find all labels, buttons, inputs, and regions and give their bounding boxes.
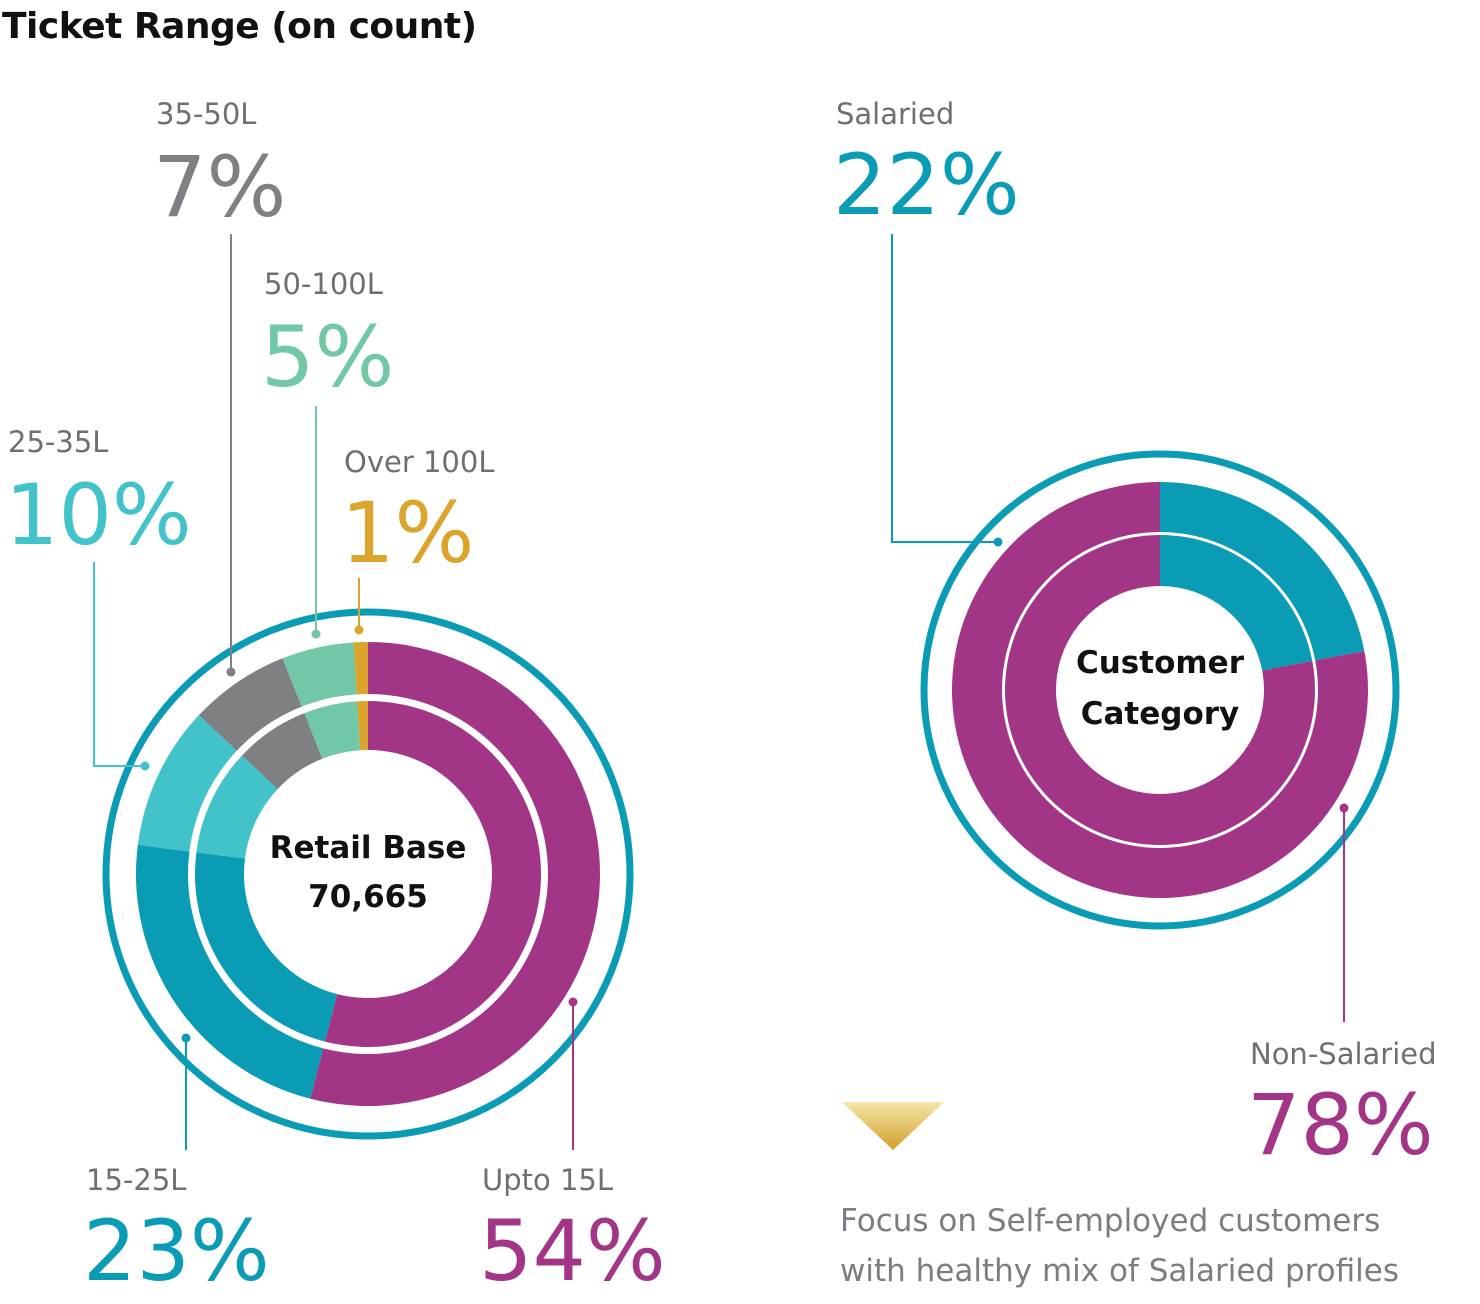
slice-inner-salaried — [1160, 535, 1313, 671]
category-label-25-35l: 25-35L — [8, 425, 108, 459]
slice-inner-15-25l — [195, 852, 338, 1042]
category-label-salaried: Salaried — [836, 97, 954, 131]
slice-over-100l — [353, 642, 368, 695]
slice-inner-non-salaried — [1005, 535, 1316, 845]
center-label-line-1: Customer — [1076, 645, 1245, 681]
retail-base-donut: Retail Base 70,665 Upto 15L 54% 15-25L 23% 25-… — [5, 97, 666, 1300]
slice-inner-35-50l — [241, 713, 323, 790]
outer-ring — [102, 608, 634, 1140]
slice-25-35l — [137, 715, 237, 852]
leader-line-salaried — [891, 234, 998, 543]
leader-dot-over-100l — [354, 625, 364, 635]
chart-title: Ticket Range (on count) — [2, 6, 477, 47]
value-label-15-25l: 23% — [83, 1202, 270, 1300]
outer-ring — [920, 450, 1400, 930]
down-triangle-icon — [842, 1102, 944, 1150]
slice-salaried — [1160, 482, 1365, 661]
slice-35-50l — [198, 658, 302, 751]
center-label-line-1: Retail Base — [270, 830, 467, 866]
slice-inner-50-100l — [304, 701, 361, 759]
category-label-35-50l: 35-50L — [156, 97, 256, 131]
leader-dot-non-salaried — [1339, 803, 1349, 813]
leader-dot-15-25l — [181, 1033, 191, 1043]
value-label-non-salaried: 78% — [1247, 1076, 1434, 1174]
footnote-line-2: with healthy mix of Salaried profiles — [840, 1253, 1400, 1289]
category-label-50-100l: 50-100L — [264, 267, 383, 301]
category-label-over-100l: Over 100L — [344, 445, 494, 479]
center-label-line-2: 70,665 — [308, 879, 428, 915]
value-label-25-35l: 10% — [5, 466, 192, 564]
footnote-line-1: Focus on Self-employed customers — [840, 1203, 1381, 1239]
customer-category-donut: Customer Category Salaried 22% Non-Salaried 7… — [833, 97, 1437, 1174]
slice-inner-25-35l — [196, 755, 278, 859]
leader-dot-50-100l — [311, 629, 321, 639]
footnote: Focus on Self-employed customers with he… — [840, 1196, 1460, 1296]
value-label-50-100l: 5% — [261, 308, 394, 406]
leader-dot-upto-15l — [568, 997, 578, 1007]
category-label-non-salaried: Non-Salaried — [1250, 1037, 1437, 1071]
slice-inner-over-100l — [357, 701, 368, 751]
category-label-upto-15l: Upto 15L — [482, 1163, 613, 1197]
value-label-over-100l: 1% — [341, 484, 474, 582]
leader-dot-25-35l — [140, 761, 150, 771]
slice-50-100l — [282, 642, 357, 707]
leader-dot-salaried — [993, 537, 1003, 547]
center-label-line-2: Category — [1081, 696, 1240, 732]
value-label-35-50l: 7% — [153, 138, 286, 236]
slice-upto-15l — [310, 642, 601, 1106]
leader-dot-35-50l — [226, 667, 236, 677]
slice-15-25l — [136, 844, 324, 1099]
value-label-upto-15l: 54% — [479, 1202, 666, 1300]
category-label-15-25l: 15-25L — [86, 1163, 186, 1197]
leader-line-25-35l — [93, 562, 145, 767]
value-label-salaried: 22% — [833, 136, 1020, 234]
slice-inner-upto-15l — [324, 701, 541, 1047]
